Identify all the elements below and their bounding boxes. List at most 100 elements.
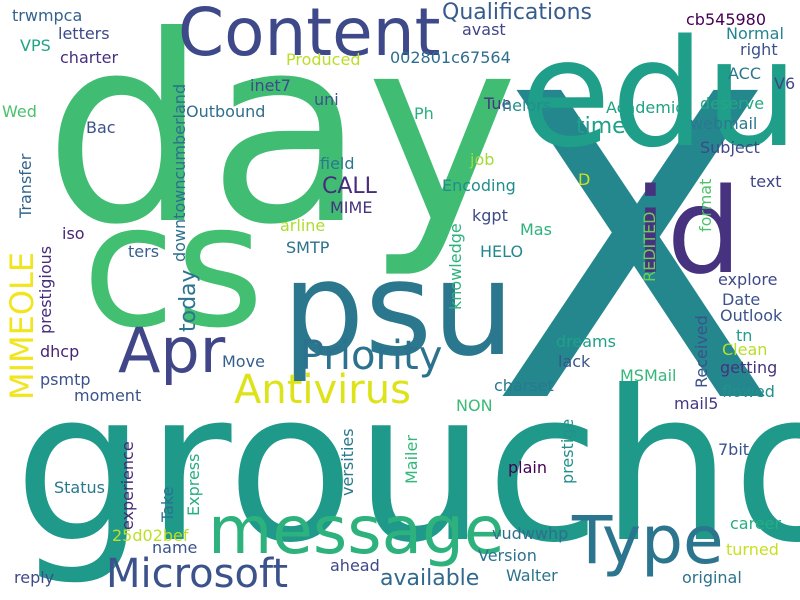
word-mime: MIME <box>330 198 373 217</box>
word-version: Version <box>478 546 537 565</box>
word-encoding: Encoding <box>442 176 516 195</box>
word-helors: helors <box>502 96 552 115</box>
word-redited: REDITED <box>640 211 659 282</box>
word-experience: experience <box>118 441 137 530</box>
word-type: Type <box>572 502 724 579</box>
word-arline: arline <box>280 216 326 235</box>
word-day: day <box>44 0 519 281</box>
word-normal: Normal <box>726 24 784 43</box>
word-priority: Priority <box>300 333 443 379</box>
word-right: right <box>740 40 778 59</box>
word-apr: Apr <box>118 314 226 387</box>
word-inet7: inet7 <box>250 76 291 95</box>
word-tn: tn <box>736 326 753 345</box>
word-non: NON <box>456 396 493 415</box>
word-time: time <box>576 114 626 139</box>
word-vudwwhp: vudwwhp <box>492 524 569 543</box>
word-name: name <box>152 538 198 557</box>
word-mimeole: MIMEOLE <box>3 251 41 400</box>
word-7bit: 7bit <box>718 440 750 459</box>
word-002801c67564: 002801c67564 <box>390 48 511 67</box>
word-smtp: SMTP <box>286 238 330 257</box>
word-text: text <box>750 172 782 191</box>
word-letters: letters <box>58 24 110 43</box>
word-x: X <box>490 7 778 496</box>
word-prestige: prestige <box>558 418 577 484</box>
word-msmail: MSMail <box>620 366 677 385</box>
word-produced: Produced <box>286 50 361 69</box>
word-academic: Academic <box>606 98 685 117</box>
word-take: Take <box>158 486 177 522</box>
word-subject: Subject <box>700 138 760 157</box>
word-id: id <box>634 162 742 300</box>
word-outlook: Outlook <box>720 306 783 325</box>
word-flowed: flowed <box>722 382 775 401</box>
word-reply: reply <box>14 568 55 587</box>
word-format: format <box>696 178 715 232</box>
word-25d02bef: 25d02bef <box>112 526 189 545</box>
word-kgpt: kgpt <box>472 206 508 225</box>
word-cs: cs <box>82 168 265 366</box>
word-psmtp: psmtp <box>40 370 91 389</box>
word-helo: HELO <box>480 242 524 261</box>
word-deserve: deserve <box>700 94 765 113</box>
word-lack: lack <box>558 352 591 371</box>
word-versities: versities <box>338 428 357 496</box>
word-dreams: dreams <box>556 332 616 351</box>
word-ph: Ph <box>414 104 434 123</box>
word-microsoft: Microsoft <box>106 551 289 597</box>
word-express: Express <box>184 453 203 516</box>
word-turned: turned <box>726 540 779 559</box>
word-iso: iso <box>62 224 85 243</box>
word-antivirus: Antivirus <box>234 367 411 413</box>
word-original: original <box>682 568 742 587</box>
word-charter: charter <box>60 48 119 67</box>
word-trwmpca: trwmpca <box>12 6 83 25</box>
word-ters: ters <box>128 242 160 261</box>
word-bac: Bac <box>86 118 116 137</box>
word-content: Content <box>178 0 441 71</box>
word-mas: Mas <box>520 220 552 239</box>
word-today: today <box>176 269 201 332</box>
word-groucho: groucho <box>14 347 800 589</box>
word-mail5: mail5 <box>674 394 719 413</box>
word-message: message <box>208 492 505 569</box>
word-edu: edu <box>520 8 799 180</box>
word-explore: explore <box>718 270 778 289</box>
word-d: D <box>578 170 591 189</box>
word-uni: uni <box>314 90 339 109</box>
word-date: Date <box>722 290 761 309</box>
word-available: available <box>380 566 480 591</box>
word-v6: V6 <box>774 74 796 93</box>
word-job: job <box>470 150 495 169</box>
word-webmail: webmail <box>690 114 758 133</box>
word-prestigious: prestigious <box>36 245 55 334</box>
word-outbound: Outbound <box>186 102 266 121</box>
word-dhcp: dhcp <box>40 342 80 361</box>
word-walter: Walter <box>506 566 558 585</box>
word-knowledge: knowledge <box>446 223 465 310</box>
word-cb545980: cb545980 <box>686 10 767 29</box>
word-tue: Tue <box>484 94 512 113</box>
word-ahead: ahead <box>330 556 380 575</box>
word-clean: Clean <box>722 340 768 359</box>
word-transfer: Transfer <box>16 153 35 218</box>
word-downtowncumberland: downtowncumberland <box>170 83 189 262</box>
word-getting: getting <box>720 358 778 377</box>
word-charset: charset <box>494 376 554 395</box>
word-received: Received <box>692 315 711 388</box>
word-field: field <box>320 154 355 173</box>
word-wed: Wed <box>2 102 37 121</box>
word-mailer: Mailer <box>402 435 421 484</box>
word-vps: VPS <box>20 36 51 55</box>
word-call: CALL <box>322 174 377 199</box>
word-move: Move <box>222 352 265 371</box>
word-plain: plain <box>508 458 547 477</box>
word-career: career <box>730 514 782 533</box>
word-acc: ACC <box>728 64 762 83</box>
word-status: Status <box>54 478 105 497</box>
word-moment: moment <box>74 386 142 405</box>
word-avast: avast <box>462 20 506 39</box>
word-qualifications: Qualifications <box>442 0 593 25</box>
